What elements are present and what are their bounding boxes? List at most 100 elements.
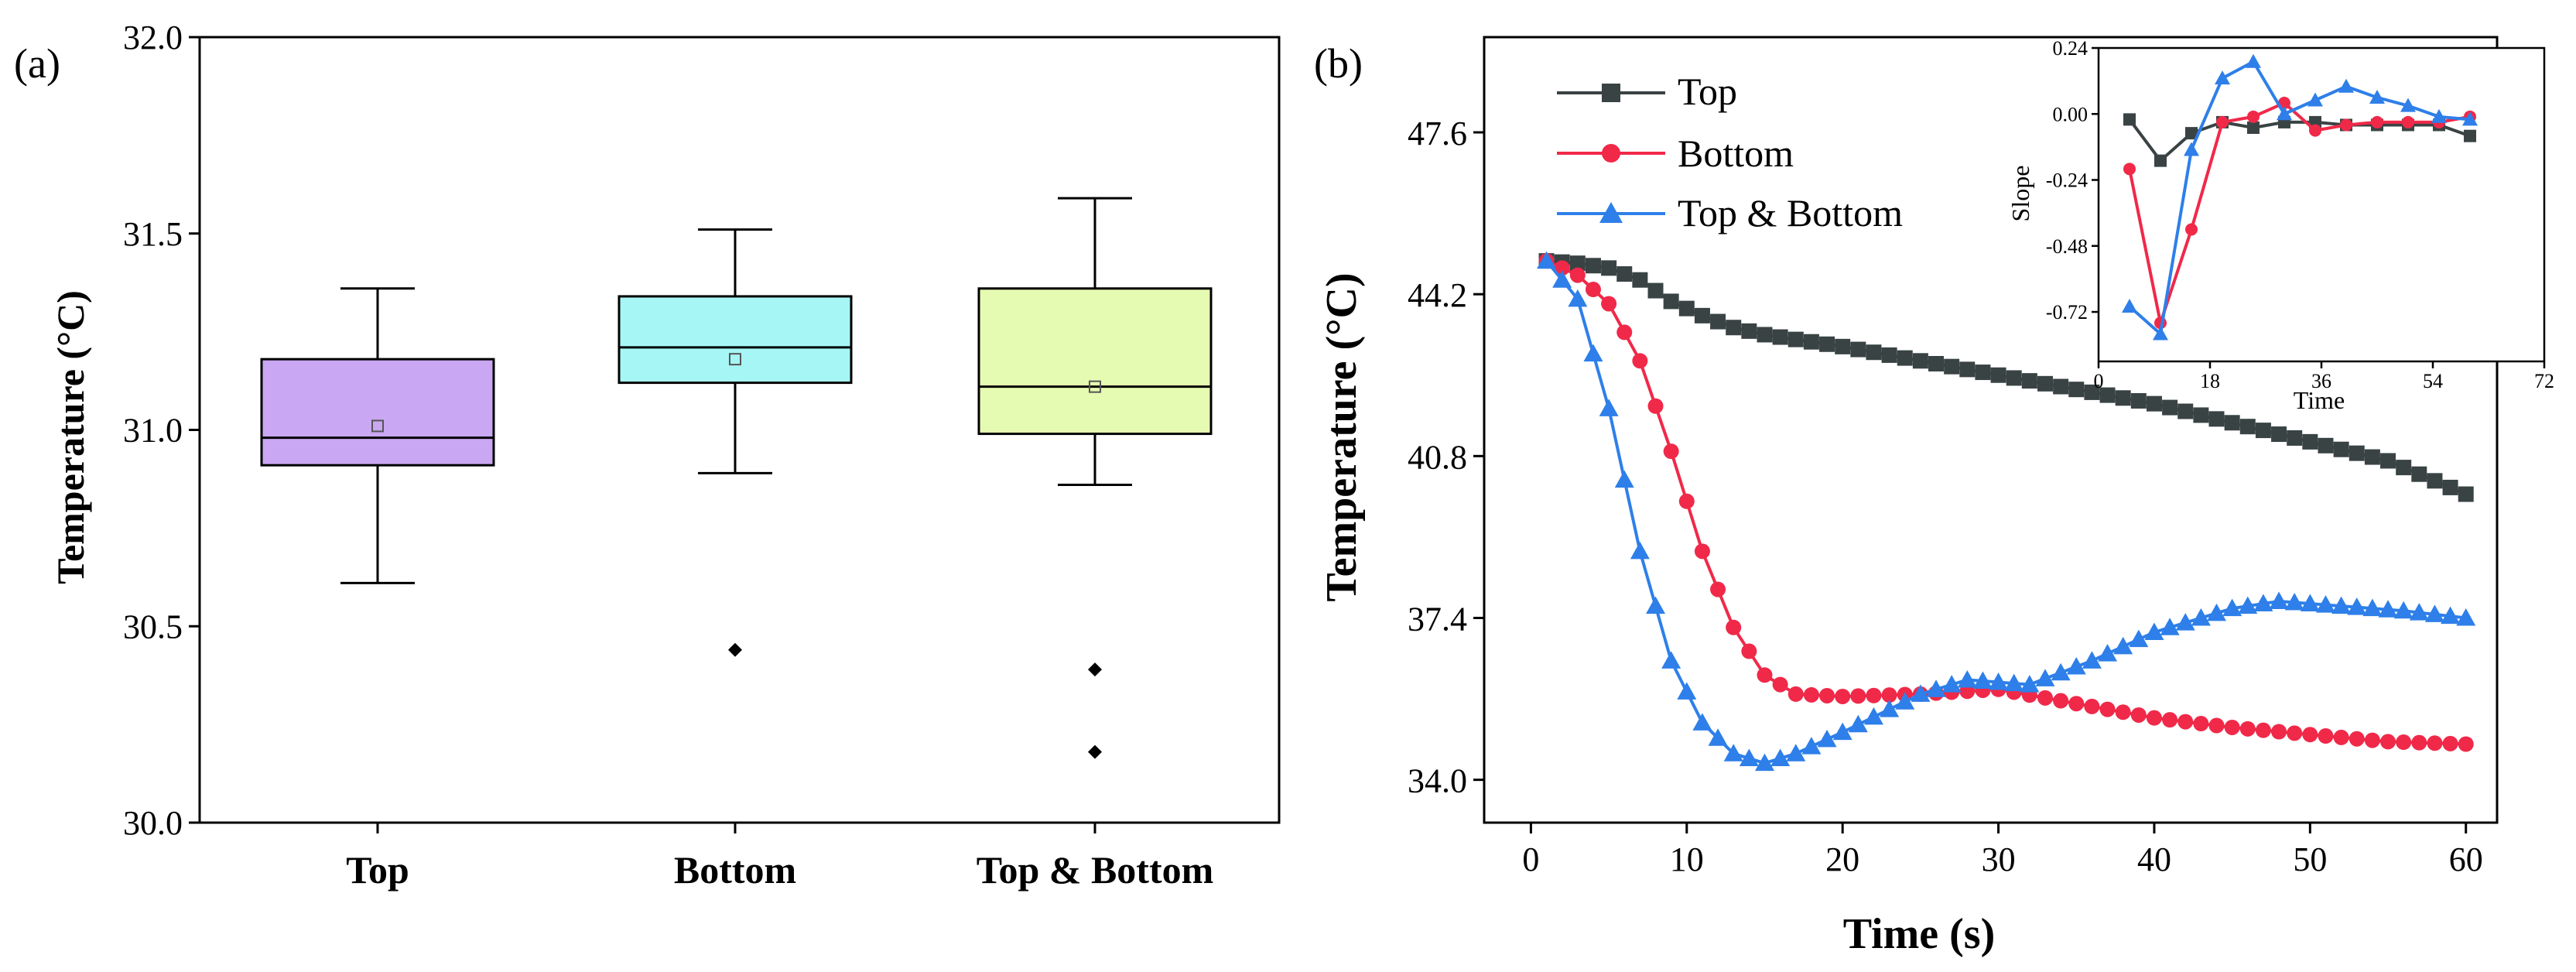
data-point <box>2006 370 2022 386</box>
mean-marker <box>371 419 384 433</box>
inset-plot: 0.24 0.00 -0.24 -0.48 -0.72 0 18 36 54 72 <box>2046 37 2554 392</box>
data-point <box>1741 643 1757 659</box>
data-point <box>1803 686 1819 703</box>
y-tick-label: 32.0 <box>123 19 183 56</box>
inset-x-tick-label: 36 <box>2311 370 2331 392</box>
data-point <box>1741 323 1757 339</box>
box-iqr <box>977 287 1213 436</box>
data-point <box>2129 629 2149 648</box>
data-point <box>1647 398 1664 414</box>
data-point <box>2177 403 2194 419</box>
data-point <box>1959 361 1976 378</box>
inset-ylabel: Slope <box>2006 166 2034 222</box>
data-point <box>2333 441 2349 457</box>
data-point <box>2284 592 2304 611</box>
panel-b-legend: Top Bottom Top & Bottom <box>1557 70 1903 234</box>
series-2 <box>1537 251 2476 772</box>
data-point <box>2333 729 2349 745</box>
data-point <box>2302 433 2318 450</box>
inset-data-point <box>2462 111 2478 126</box>
y-tick-label: 40.8 <box>1408 438 1467 476</box>
data-point <box>1912 353 1928 369</box>
legend-label-top: Top <box>1678 70 1737 113</box>
inset-data-point <box>2464 129 2476 142</box>
box-iqr <box>260 358 495 467</box>
data-point <box>1926 679 1946 697</box>
data-point <box>1616 266 1633 282</box>
inset-y-tick-label: 0.00 <box>2053 103 2089 125</box>
data-point <box>1990 367 2006 383</box>
x-category-label: Top & Bottom <box>977 848 1214 892</box>
data-point <box>2004 673 2024 692</box>
data-point <box>1866 344 1882 361</box>
inset-x-tick-label: 18 <box>2200 370 2220 392</box>
x-tick-label: 20 <box>1825 840 1859 878</box>
data-point <box>2396 734 2412 751</box>
data-point <box>1678 300 1695 317</box>
inset-xlabel: Time <box>2294 386 2345 414</box>
data-point <box>2035 669 2055 686</box>
panel-b-xlabel: Time (s) <box>1843 910 1996 958</box>
panel-b-ylabel: Temperature (°C) <box>1318 272 1366 601</box>
mean-marker <box>729 353 741 366</box>
data-point <box>1569 255 1586 272</box>
data-point <box>2409 603 2429 621</box>
data-point <box>2099 387 2116 403</box>
data-point <box>1661 651 1681 669</box>
data-point <box>2396 460 2412 476</box>
x-category-label: Bottom <box>674 848 796 892</box>
legend-marker <box>1599 202 1623 223</box>
data-point <box>2349 731 2365 747</box>
inset-data-point <box>2185 127 2198 140</box>
data-point <box>2053 693 2069 709</box>
data-point <box>2130 392 2147 409</box>
data-point <box>1677 682 1697 700</box>
data-point <box>1817 729 1837 748</box>
data-point <box>2208 717 2225 734</box>
data-point <box>2269 591 2289 609</box>
inset-data-point <box>2307 92 2323 107</box>
data-point <box>2364 732 2380 748</box>
data-point <box>2144 622 2164 640</box>
data-point <box>1850 688 1866 704</box>
x-tick-label: 60 <box>2449 840 2483 878</box>
inset-data-point <box>2277 106 2292 121</box>
data-point <box>1881 347 1897 363</box>
panel-a-plot: 30.0 30.5 31.0 31.5 32.0 Top Bottom Top & Botto… <box>123 19 1281 892</box>
data-point <box>1708 728 1728 746</box>
data-point <box>2318 728 2334 744</box>
data-point <box>2347 597 2367 615</box>
outlier-point <box>1088 744 1102 759</box>
data-point <box>2271 724 2287 740</box>
data-point <box>2364 449 2380 465</box>
data-point <box>1663 293 1679 310</box>
data-point <box>1726 320 1742 336</box>
data-point <box>2300 594 2320 612</box>
box-group: Top & Bottom <box>977 197 1214 892</box>
data-point <box>1646 596 1666 614</box>
box-group: Bottom <box>617 228 853 892</box>
data-point <box>2255 722 2271 738</box>
data-point <box>1754 753 1774 772</box>
inset-data-point <box>2247 122 2260 135</box>
data-point <box>2424 604 2444 622</box>
legend-marker <box>1602 144 1620 163</box>
data-point <box>1599 399 1619 416</box>
data-point <box>2084 698 2100 714</box>
y-tick-label: 44.2 <box>1408 276 1467 314</box>
data-point <box>2208 411 2225 427</box>
inset-data-point <box>2122 298 2137 313</box>
data-point <box>2442 735 2458 751</box>
data-point <box>2238 596 2258 614</box>
data-point <box>1694 307 1710 323</box>
data-point <box>1944 358 1960 375</box>
data-point <box>1911 684 1931 702</box>
x-tick-label: 0 <box>1522 840 1539 878</box>
outlier-point <box>728 642 742 657</box>
inset-frame <box>2097 46 2546 363</box>
inset-data-point <box>2431 108 2447 123</box>
inset-y-tick-label: -0.72 <box>2046 301 2088 323</box>
data-point <box>2115 390 2131 406</box>
data-point <box>2411 466 2427 482</box>
